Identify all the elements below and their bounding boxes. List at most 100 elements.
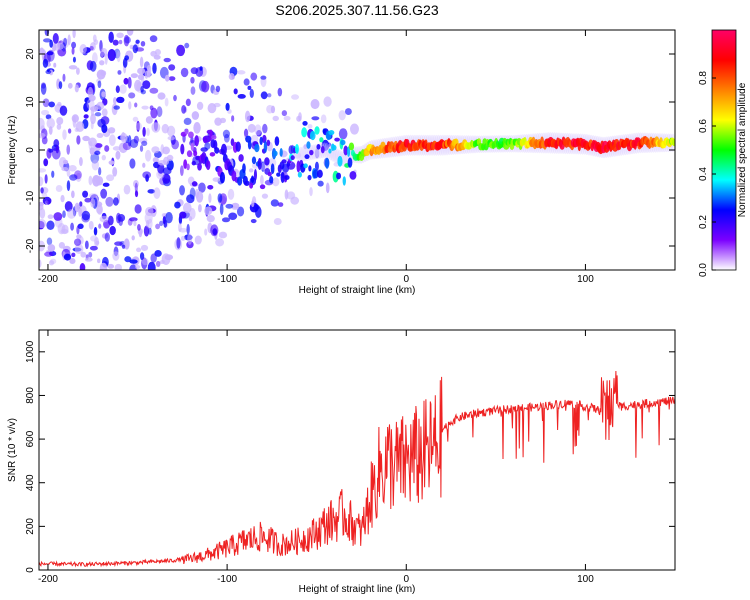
ridge-blob (319, 137, 324, 143)
noise-blob (47, 244, 56, 252)
noise-blob (179, 211, 187, 219)
noise-blob (134, 190, 139, 198)
noise-blob (307, 124, 313, 129)
noise-blob (46, 51, 54, 56)
noise-blob (188, 216, 193, 222)
noise-blob (42, 38, 52, 43)
noise-blob (48, 148, 54, 153)
noise-blob (141, 105, 149, 110)
noise-blob (129, 158, 136, 169)
ridge-blob (671, 138, 675, 147)
noise-blob (196, 101, 204, 111)
noise-blob (179, 165, 184, 177)
noise-blob (198, 204, 202, 213)
noise-blob (140, 244, 149, 251)
noise-blob (60, 228, 69, 235)
ridge-blob (263, 141, 268, 153)
ridge-blob (266, 139, 271, 147)
ridge-blob (324, 157, 330, 169)
noise-blob (137, 67, 146, 75)
noise-blob (310, 98, 320, 110)
noise-blob (134, 182, 138, 194)
noise-blob (88, 175, 93, 186)
noise-blob (59, 105, 68, 116)
noise-blob (250, 72, 258, 81)
noise-blob (101, 124, 108, 133)
noise-blob (325, 182, 330, 194)
noise-blob (250, 218, 257, 224)
noise-blob (96, 101, 105, 110)
noise-blob (243, 128, 249, 137)
noise-blob (131, 235, 135, 241)
noise-blob (79, 263, 86, 270)
noise-blob (183, 202, 192, 214)
noise-blob (112, 167, 118, 177)
snr-y-axis-label: SNR (10 * v/v) (7, 418, 18, 482)
noise-blob (126, 30, 134, 36)
noise-blob (164, 254, 174, 261)
noise-blob (109, 225, 116, 236)
ridge-blob (316, 144, 321, 150)
snr-series-line (38, 370, 676, 568)
noise-blob (323, 96, 332, 107)
noise-blob (136, 120, 140, 133)
ridge-blob (220, 143, 227, 156)
noise-blob (186, 223, 190, 235)
ridge-blob (348, 142, 355, 151)
noise-blob (112, 39, 119, 46)
ridge-blob (254, 143, 260, 153)
ridge-blob (249, 182, 254, 189)
noise-blob (142, 126, 146, 137)
colorbar-tick-label: 0.8 (698, 71, 709, 85)
noise-blob (268, 158, 277, 168)
ridge-blob (243, 180, 250, 186)
colorbar-tick-label: 0.4 (698, 167, 709, 181)
noise-blob (90, 235, 98, 242)
noise-blob (108, 134, 116, 146)
noise-blob (90, 42, 96, 51)
spectrogram-x-tick-label: -200 (38, 274, 58, 285)
noise-blob (215, 85, 221, 93)
noise-blob (90, 197, 96, 208)
noise-blob (219, 203, 224, 216)
noise-blob (39, 168, 47, 173)
noise-blob (142, 171, 152, 179)
ridge-blob (334, 137, 340, 142)
ridge-blob (193, 150, 198, 157)
noise-blob (56, 123, 62, 130)
noise-blob (123, 34, 130, 47)
noise-blob (52, 33, 59, 44)
ridge-blob (328, 148, 332, 154)
noise-blob (82, 190, 89, 198)
noise-blob (67, 34, 71, 46)
ridge-blob (186, 163, 190, 171)
noise-blob (190, 136, 194, 145)
noise-blob (49, 39, 53, 48)
noise-blob (178, 222, 182, 232)
noise-blob (253, 169, 257, 181)
noise-blob (139, 56, 144, 68)
ridge-blob (250, 175, 255, 184)
colorbar-scale (711, 29, 737, 271)
noise-blob (102, 182, 110, 187)
noise-blob (88, 220, 94, 230)
noise-blob (272, 177, 280, 187)
noise-blob (157, 163, 165, 174)
noise-blob (129, 44, 134, 50)
noise-blob (151, 122, 161, 133)
snr-x-tick-label: -200 (38, 574, 58, 585)
noise-blob (88, 94, 96, 102)
noise-blob (82, 135, 90, 142)
ridge-blob (257, 158, 262, 170)
noise-blob (104, 145, 110, 152)
noise-blob (233, 88, 238, 95)
noise-blob (157, 92, 166, 100)
noise-blob (123, 77, 129, 85)
noise-blob (248, 168, 254, 173)
noise-blob (283, 115, 291, 121)
noise-blob (135, 264, 141, 269)
colorbar-label: Normalized spectral amplitude (737, 82, 748, 217)
noise-blob (225, 203, 234, 209)
spectrogram-y-tick-label: -20 (25, 238, 36, 253)
